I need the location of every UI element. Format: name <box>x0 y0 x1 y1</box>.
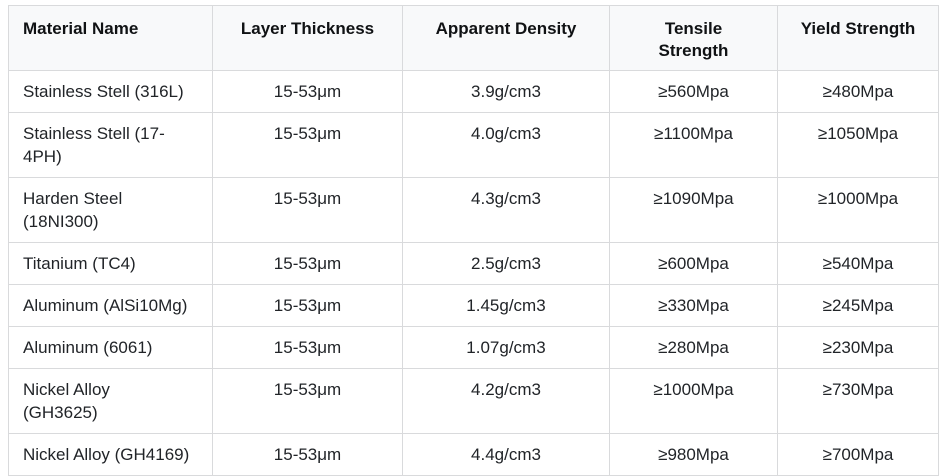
tensile-strength-cell: ≥1000Mpa <box>609 368 778 434</box>
yield-strength-cell: ≥700Mpa <box>777 433 939 476</box>
material-cell: Stainless Stell (316L) <box>8 70 213 113</box>
table-row: Stainless Stell (316L) 15-53μm 3.9g/cm3 … <box>8 70 939 113</box>
table-row: Stainless Stell (17- 4PH) 15-53μm 4.0g/c… <box>8 112 939 178</box>
table-row: Nickel Alloy (GH3625) 15-53μm 4.2g/cm3 ≥… <box>8 368 939 434</box>
header-cell-apparent-density: Apparent Density <box>402 5 610 71</box>
apparent-density-cell: 3.9g/cm3 <box>402 70 610 113</box>
material-cell: Aluminum (AlSi10Mg) <box>8 284 213 327</box>
yield-strength-cell: ≥245Mpa <box>777 284 939 327</box>
tensile-strength-cell: ≥1090Mpa <box>609 177 778 243</box>
header-row: Material Name Layer Thickness Apparent D… <box>8 5 939 71</box>
material-cell: Harden Steel (18NI300) <box>8 177 213 243</box>
material-cell: Stainless Stell (17- 4PH) <box>8 112 213 178</box>
apparent-density-cell: 4.3g/cm3 <box>402 177 610 243</box>
material-cell: Nickel Alloy (GH4169) <box>8 433 213 476</box>
layer-thickness-cell: 15-53μm <box>212 177 403 243</box>
apparent-density-cell: 4.4g/cm3 <box>402 433 610 476</box>
layer-thickness-cell: 15-53μm <box>212 70 403 113</box>
table-row: Titanium (TC4) 15-53μm 2.5g/cm3 ≥600Mpa … <box>8 242 939 285</box>
material-cell: Aluminum (6061) <box>8 326 213 369</box>
table-body: Stainless Stell (316L) 15-53μm 3.9g/cm3 … <box>8 70 939 476</box>
yield-strength-cell: ≥1050Mpa <box>777 112 939 178</box>
tensile-strength-cell: ≥1100Mpa <box>609 112 778 178</box>
tensile-strength-cell: ≥560Mpa <box>609 70 778 113</box>
material-cell: Nickel Alloy (GH3625) <box>8 368 213 434</box>
layer-thickness-cell: 15-53μm <box>212 112 403 178</box>
header-cell-material-name: Material Name <box>8 5 213 71</box>
table-row: Harden Steel (18NI300) 15-53μm 4.3g/cm3 … <box>8 177 939 243</box>
yield-strength-cell: ≥1000Mpa <box>777 177 939 243</box>
table-row: Aluminum (AlSi10Mg) 15-53μm 1.45g/cm3 ≥3… <box>8 284 939 327</box>
table-row: Aluminum (6061) 15-53μm 1.07g/cm3 ≥280Mp… <box>8 326 939 369</box>
yield-strength-cell: ≥730Mpa <box>777 368 939 434</box>
yield-strength-cell: ≥540Mpa <box>777 242 939 285</box>
yield-strength-cell: ≥230Mpa <box>777 326 939 369</box>
apparent-density-cell: 1.07g/cm3 <box>402 326 610 369</box>
tensile-strength-cell: ≥330Mpa <box>609 284 778 327</box>
tensile-strength-cell: ≥600Mpa <box>609 242 778 285</box>
tensile-strength-cell: ≥980Mpa <box>609 433 778 476</box>
layer-thickness-cell: 15-53μm <box>212 326 403 369</box>
table-row: Nickel Alloy (GH4169) 15-53μm 4.4g/cm3 ≥… <box>8 433 939 476</box>
apparent-density-cell: 4.2g/cm3 <box>402 368 610 434</box>
table-header: Material Name Layer Thickness Apparent D… <box>8 5 939 71</box>
apparent-density-cell: 4.0g/cm3 <box>402 112 610 178</box>
material-cell: Titanium (TC4) <box>8 242 213 285</box>
header-cell-layer-thickness: Layer Thickness <box>212 5 403 71</box>
tensile-strength-cell: ≥280Mpa <box>609 326 778 369</box>
header-cell-tensile-strength: Tensile Strength <box>609 5 778 71</box>
header-cell-tensile-strength-label: Tensile Strength <box>658 19 729 60</box>
layer-thickness-cell: 15-53μm <box>212 284 403 327</box>
yield-strength-cell: ≥480Mpa <box>777 70 939 113</box>
apparent-density-cell: 2.5g/cm3 <box>402 242 610 285</box>
layer-thickness-cell: 15-53μm <box>212 368 403 434</box>
header-cell-yield-strength: Yield Strength <box>777 5 939 71</box>
layer-thickness-cell: 15-53μm <box>212 433 403 476</box>
material-spec-table: Material Name Layer Thickness Apparent D… <box>8 5 939 476</box>
apparent-density-cell: 1.45g/cm3 <box>402 284 610 327</box>
layer-thickness-cell: 15-53μm <box>212 242 403 285</box>
